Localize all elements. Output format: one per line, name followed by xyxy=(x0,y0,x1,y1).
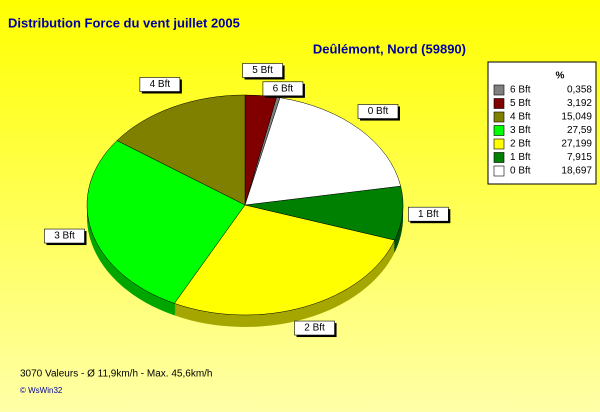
slice-label: 0 Bft xyxy=(368,106,389,117)
legend-swatch xyxy=(493,111,505,123)
legend-swatch xyxy=(493,165,505,177)
slice-label: 3 Bft xyxy=(54,231,75,242)
legend-swatch xyxy=(493,152,505,163)
legend-value: 7,915 xyxy=(567,152,592,163)
legend-swatch xyxy=(493,98,505,109)
legend-label: 1 Bft xyxy=(510,152,531,163)
credit: © WsWin32 xyxy=(20,386,63,395)
slice-label: 2 Bft xyxy=(304,323,325,334)
legend-label: 0 Bft xyxy=(510,166,531,177)
legend-value: 18,697 xyxy=(561,166,592,177)
legend-label: 3 Bft xyxy=(510,125,531,136)
label-box xyxy=(242,63,283,78)
label-box xyxy=(357,104,399,119)
label-box xyxy=(139,77,181,92)
label-box xyxy=(408,206,449,222)
label-box xyxy=(44,228,85,244)
legend-value: 15,049 xyxy=(561,112,592,123)
label-box xyxy=(262,81,304,97)
legend-value: 3,192 xyxy=(567,98,592,109)
slice xyxy=(116,94,246,206)
slice-label: 4 Bft xyxy=(150,79,171,90)
chart-subtitle: Deûlémont, Nord (59890) xyxy=(313,41,466,56)
legend-label: 6 Bft xyxy=(510,85,531,96)
legend-header: % xyxy=(556,71,565,82)
legend-swatch xyxy=(493,125,505,136)
legend-swatch xyxy=(493,138,505,150)
slice-label: 5 Bft xyxy=(252,65,273,76)
legend-label: 5 Bft xyxy=(510,98,531,109)
legend-label: 2 Bft xyxy=(510,139,531,150)
legend-label: 4 Bft xyxy=(510,112,531,123)
legend-value: 27,199 xyxy=(561,139,592,150)
footer: 3070 Valeurs - Ø 11,9km/h - Max. 45,6km/… xyxy=(20,369,213,380)
slice xyxy=(174,204,396,316)
slice xyxy=(86,140,246,304)
slice-label: 1 Bft xyxy=(418,209,439,220)
chart-title: Distribution Force du vent juillet 2005 xyxy=(8,15,240,30)
legend-box xyxy=(487,61,597,185)
legend-value: 27,59 xyxy=(567,125,592,136)
legend-swatch xyxy=(493,84,505,96)
legend-value: 0,358 xyxy=(567,85,592,96)
slice-label: 6 Bft xyxy=(273,83,294,94)
label-box xyxy=(294,320,335,336)
slice xyxy=(244,97,401,206)
